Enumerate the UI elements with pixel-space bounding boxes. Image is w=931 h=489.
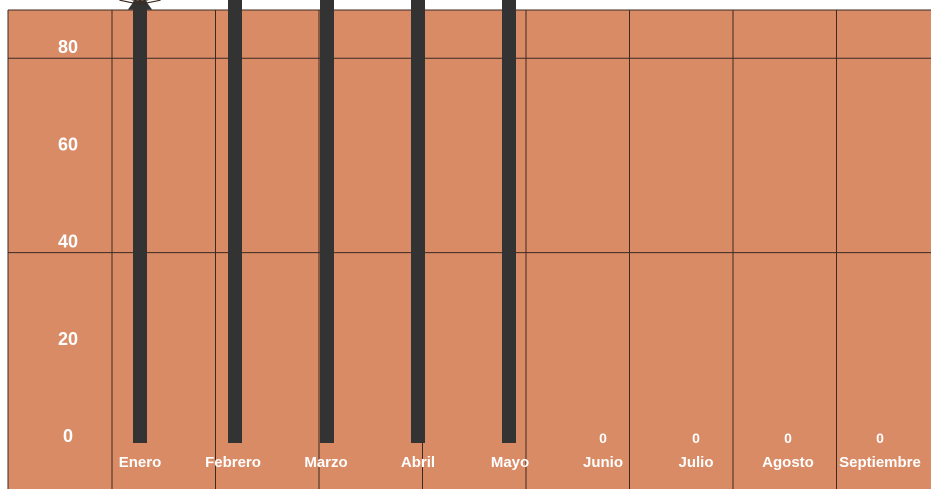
x-tick-label: Agosto [762, 454, 814, 471]
bar [228, 0, 242, 443]
bar [133, 1, 147, 443]
data-label: 0 [876, 430, 884, 446]
bar [320, 0, 334, 443]
data-label: 0 [692, 430, 700, 446]
x-tick-label: Marzo [304, 454, 347, 471]
y-tick-label: 0 [63, 426, 73, 446]
x-tick-label: Septiembre [839, 454, 921, 471]
bar [411, 0, 425, 443]
x-tick-label: Abril [401, 454, 435, 471]
y-tick-label: 40 [58, 232, 78, 252]
x-tick-label: Julio [678, 454, 713, 471]
bar [502, 0, 516, 443]
x-tick-label: Febrero [205, 454, 261, 471]
x-tick-label: Mayo [491, 454, 529, 471]
x-tick-label: Enero [119, 454, 162, 471]
data-label: 0 [784, 430, 792, 446]
data-label: 0 [599, 430, 607, 446]
y-tick-label: 20 [58, 329, 78, 349]
book-cover [119, 0, 161, 5]
y-tick-label: 80 [58, 37, 78, 57]
x-axis: Enero Febrero Marzo Abril Mayo Junio Julio Agos… [119, 454, 921, 471]
plot-background [8, 10, 931, 489]
book-page-right [140, 0, 150, 3]
book-icon [119, 0, 161, 5]
book-page-left [130, 0, 140, 3]
y-axis: 020406080100120140160 [58, 37, 78, 446]
x-tick-label: Junio [583, 454, 623, 471]
y-tick-label: 60 [58, 134, 78, 154]
bars: 881411491341020000 [119, 0, 884, 446]
